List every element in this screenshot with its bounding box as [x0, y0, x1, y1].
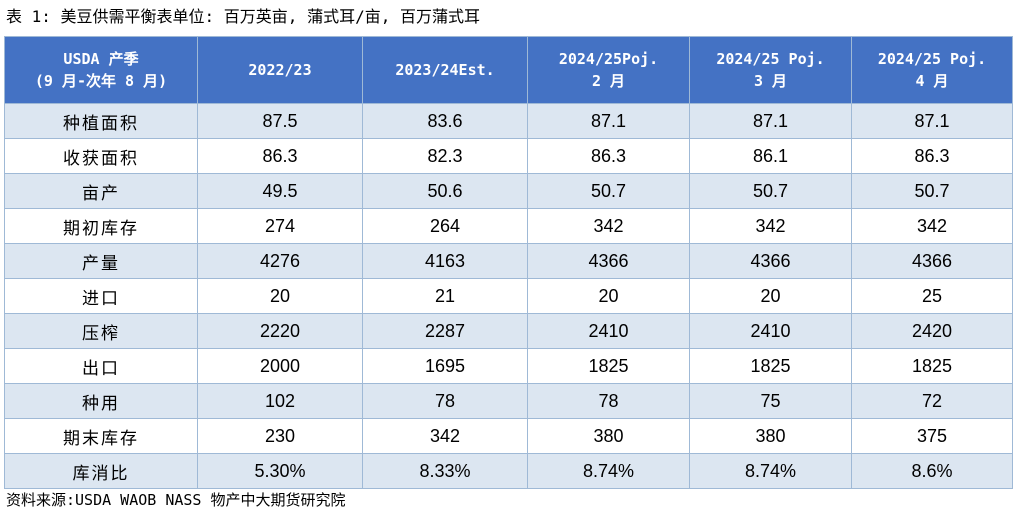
table-cell: 4366: [527, 243, 690, 279]
table-row: 期初库存 274 264 342 342 342: [4, 208, 1013, 244]
table-caption: 表 1: 美豆供需平衡表单位: 百万英亩, 蒲式耳/亩, 百万蒲式耳: [6, 7, 480, 26]
table-cell: 2287: [362, 313, 528, 349]
table-row: 收获面积 86.3 82.3 86.3 86.1 86.3: [4, 138, 1013, 174]
table-cell: 50.6: [362, 173, 528, 209]
header-2024-25-feb: 2024/25Poj. 2 月: [527, 36, 690, 104]
row-label-stocks-to-use: 库消比: [4, 453, 198, 489]
table-row: 出口 2000 1695 1825 1825 1825: [4, 348, 1013, 384]
row-label-crush: 压榨: [4, 313, 198, 349]
table-cell: 4163: [362, 243, 528, 279]
table-body: 种植面积 87.5 83.6 87.1 87.1 87.1 收获面积 86.3 …: [4, 103, 1013, 489]
table-cell: 25: [851, 278, 1013, 314]
table-row: 亩产 49.5 50.6 50.7 50.7 50.7: [4, 173, 1013, 209]
data-source-note: 资料来源:USDA WAOB NASS 物产中大期货研究院: [6, 491, 346, 509]
table-cell: 20: [527, 278, 690, 314]
header-2022-23-label: 2022/23: [248, 61, 312, 79]
table-cell: 8.74%: [689, 453, 852, 489]
table-cell: 342: [362, 418, 528, 454]
table-cell: 78: [362, 383, 528, 419]
table-row: 产量 4276 4163 4366 4366 4366: [4, 243, 1013, 279]
table-cell: 87.1: [527, 103, 690, 139]
soybean-balance-table: USDA 产季 (9 月-次年 8 月) 2022/23 2023/24Est.…: [4, 36, 1013, 489]
header-2024-25-mar-line2: 3 月: [753, 72, 788, 90]
header-season: USDA 产季 (9 月-次年 8 月): [4, 36, 198, 104]
table-cell: 78: [527, 383, 690, 419]
header-2024-25-feb-line2: 2 月: [591, 72, 626, 90]
table-row: 种用 102 78 78 75 72: [4, 383, 1013, 419]
header-2023-24: 2023/24Est.: [362, 36, 528, 104]
table-cell: 20: [197, 278, 363, 314]
table-row: 压榨 2220 2287 2410 2410 2420: [4, 313, 1013, 349]
table-cell: 342: [689, 208, 852, 244]
table-cell: 1825: [527, 348, 690, 384]
table-cell: 8.6%: [851, 453, 1013, 489]
table-cell: 1825: [851, 348, 1013, 384]
table-cell: 102: [197, 383, 363, 419]
header-2024-25-apr: 2024/25 Poj. 4 月: [851, 36, 1013, 104]
table-cell: 380: [689, 418, 852, 454]
table-cell: 50.7: [851, 173, 1013, 209]
table-cell: 82.3: [362, 138, 528, 174]
table-cell: 72: [851, 383, 1013, 419]
table-row: 进口 20 21 20 20 25: [4, 278, 1013, 314]
table-cell: 375: [851, 418, 1013, 454]
row-label-planted-area: 种植面积: [4, 103, 198, 139]
row-label-yield: 亩产: [4, 173, 198, 209]
header-2024-25-apr-line2: 4 月: [915, 72, 949, 90]
table-cell: 50.7: [689, 173, 852, 209]
table-cell: 20: [689, 278, 852, 314]
header-season-line2: (9 月-次年 8 月): [34, 72, 168, 90]
table-cell: 342: [527, 208, 690, 244]
table-cell: 86.3: [527, 138, 690, 174]
table-cell: 1695: [362, 348, 528, 384]
table-cell: 8.74%: [527, 453, 690, 489]
table-cell: 4366: [851, 243, 1013, 279]
table-cell: 86.3: [197, 138, 363, 174]
row-label-harvested-area: 收获面积: [4, 138, 198, 174]
header-2024-25-mar-line1: 2024/25 Poj.: [716, 50, 825, 68]
table-cell: 4276: [197, 243, 363, 279]
table-cell: 2410: [689, 313, 852, 349]
header-2023-24-label: 2023/24Est.: [395, 61, 495, 79]
table-cell: 264: [362, 208, 528, 244]
table-cell: 86.3: [851, 138, 1013, 174]
row-label-seed-use: 种用: [4, 383, 198, 419]
table-cell: 5.30%: [197, 453, 363, 489]
table-cell: 274: [197, 208, 363, 244]
table-cell: 2410: [527, 313, 690, 349]
table-cell: 49.5: [197, 173, 363, 209]
table-cell: 75: [689, 383, 852, 419]
header-2024-25-apr-line1: 2024/25 Poj.: [877, 50, 987, 68]
table-cell: 2220: [197, 313, 363, 349]
table-row: 库消比 5.30% 8.33% 8.74% 8.74% 8.6%: [4, 453, 1013, 489]
row-label-ending-stocks: 期末库存: [4, 418, 198, 454]
table-cell: 8.33%: [362, 453, 528, 489]
header-season-line1: USDA 产季: [63, 50, 139, 68]
table-cell: 87.5: [197, 103, 363, 139]
row-label-exports: 出口: [4, 348, 198, 384]
row-label-production: 产量: [4, 243, 198, 279]
table-cell: 83.6: [362, 103, 528, 139]
table-cell: 342: [851, 208, 1013, 244]
header-2022-23: 2022/23: [197, 36, 363, 104]
header-2024-25-feb-line1: 2024/25Poj.: [558, 50, 659, 68]
table-cell: 4366: [689, 243, 852, 279]
table-cell: 2000: [197, 348, 363, 384]
table-cell: 87.1: [851, 103, 1013, 139]
table-row: 种植面积 87.5 83.6 87.1 87.1 87.1: [4, 103, 1013, 139]
table-header-row: USDA 产季 (9 月-次年 8 月) 2022/23 2023/24Est.…: [4, 36, 1013, 104]
row-label-imports: 进口: [4, 278, 198, 314]
table-row: 期末库存 230 342 380 380 375: [4, 418, 1013, 454]
table-cell: 380: [527, 418, 690, 454]
table-cell: 86.1: [689, 138, 852, 174]
row-label-beginning-stocks: 期初库存: [4, 208, 198, 244]
table-cell: 230: [197, 418, 363, 454]
header-2024-25-mar: 2024/25 Poj. 3 月: [689, 36, 852, 104]
table-cell: 87.1: [689, 103, 852, 139]
table-cell: 1825: [689, 348, 852, 384]
table-cell: 50.7: [527, 173, 690, 209]
table-cell: 21: [362, 278, 528, 314]
table-cell: 2420: [851, 313, 1013, 349]
